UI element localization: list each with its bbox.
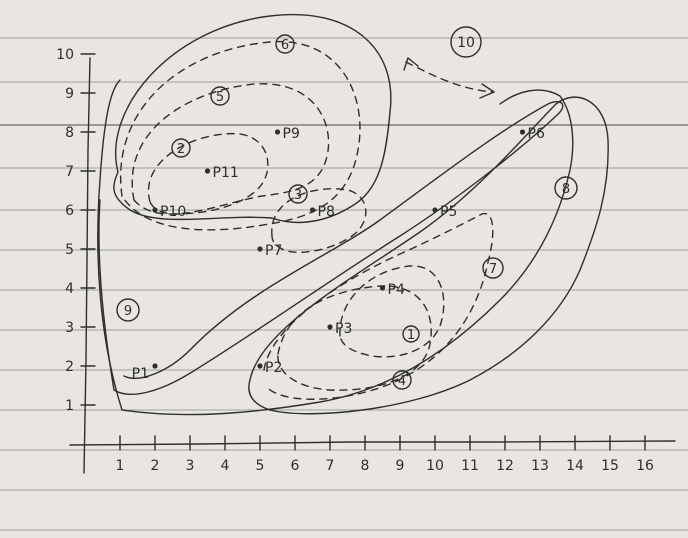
point-label: P8 (318, 204, 335, 220)
cluster-7-boundary (263, 212, 494, 400)
cluster-6-boundary (120, 40, 361, 231)
y-tick-label: 4 (65, 281, 74, 297)
x-tick-label: 16 (636, 458, 654, 474)
cluster-10-boundary (113, 13, 392, 224)
data-points: P1 P2 P3 P4 P5 P6 P7 P8 P9 P10 P11 (132, 126, 545, 382)
x-tick-label: 12 (496, 458, 514, 474)
merge-arrow-head (479, 83, 495, 99)
x-tick-label: 14 (566, 458, 584, 474)
svg-text:10: 10 (457, 35, 475, 51)
y-tick-label: 3 (65, 320, 74, 336)
x-ticks: 1 2 3 4 5 6 7 8 9 10 11 12 13 14 15 16 (116, 435, 654, 474)
x-tick-label: 6 (291, 458, 300, 474)
point-label: P3 (335, 321, 352, 337)
point-label: P4 (388, 282, 405, 298)
cluster-1-boundary (339, 265, 445, 358)
cluster-markers: 10 6 5 2 3 8 7 9 (116, 26, 578, 390)
point-marker (379, 285, 386, 291)
x-tick-label: 2 (151, 458, 160, 474)
cluster-marker-9: 9 (116, 298, 140, 322)
cluster-3-boundary (271, 188, 367, 253)
cluster-11-boundary (277, 285, 432, 391)
point-label: P7 (265, 243, 282, 259)
point-marker (257, 363, 263, 369)
cluster-marker-2: 2 (171, 138, 191, 158)
point-label: P10 (160, 204, 186, 220)
x-tick-label: 4 (221, 458, 230, 474)
x-tick-label: 15 (601, 458, 619, 474)
point-marker (309, 207, 316, 213)
svg-text:9: 9 (124, 304, 132, 319)
point-label: P6 (528, 126, 545, 142)
y-ticks: 1 2 3 4 5 6 7 8 9 10 (56, 47, 96, 414)
x-tick-label: 7 (326, 458, 335, 474)
cluster-marker-4: 4 (392, 370, 412, 390)
x-tick-label: 8 (361, 458, 370, 474)
cluster-marker-5: 5 (210, 86, 230, 106)
y-tick-label: 9 (65, 86, 74, 102)
y-tick-label: 10 (56, 47, 74, 63)
cluster-marker-3: 3 (288, 184, 308, 204)
x-tick-label: 3 (186, 458, 195, 474)
point-label: P2 (265, 360, 282, 376)
point-label: P5 (440, 204, 457, 220)
point-marker (204, 168, 211, 174)
point-marker (274, 129, 281, 135)
y-axis (83, 57, 91, 474)
cluster-marker-10: 10 (450, 26, 482, 58)
x-tick-label: 13 (531, 458, 549, 474)
cluster-marker-8: 8 (554, 176, 578, 200)
y-tick-label: 1 (65, 398, 74, 414)
cluster-5-boundary (131, 83, 330, 215)
cluster-4-boundary (97, 79, 574, 416)
cluster-2-boundary (147, 132, 269, 215)
point-marker (432, 207, 438, 213)
point-marker (152, 207, 158, 213)
x-tick-label: 10 (426, 458, 444, 474)
svg-text:2: 2 (177, 142, 185, 157)
svg-text:3: 3 (294, 188, 302, 203)
svg-text:8: 8 (562, 182, 570, 197)
point-label: P1 (132, 366, 149, 382)
cluster-8-boundary (248, 96, 609, 415)
merge-arrow (405, 61, 495, 93)
cluster-boundaries (97, 13, 609, 416)
svg-text:4: 4 (398, 374, 406, 389)
x-tick-label: 5 (256, 458, 265, 474)
x-tick-label: 9 (396, 458, 405, 474)
point-marker (152, 363, 158, 369)
cluster-marker-7: 7 (482, 257, 504, 279)
y-tick-label: 5 (65, 242, 74, 258)
y-tick-label: 8 (65, 125, 74, 141)
merge-arrow-start (403, 57, 419, 71)
y-tick-label: 6 (65, 203, 74, 219)
y-tick-label: 7 (65, 164, 74, 180)
cluster-marker-1: 1 (402, 325, 420, 343)
point-marker (519, 129, 526, 135)
svg-text:7: 7 (489, 262, 497, 277)
svg-text:1: 1 (407, 328, 415, 343)
svg-text:6: 6 (281, 38, 289, 53)
cluster-9-boundary (98, 100, 564, 396)
y-tick-label: 2 (65, 359, 74, 375)
point-label: P11 (213, 165, 239, 181)
x-tick-label: 1 (116, 458, 125, 474)
point-marker (257, 246, 263, 252)
x-tick-label: 11 (461, 458, 479, 474)
point-label: P9 (283, 126, 300, 142)
cluster-marker-6: 6 (275, 34, 295, 54)
point-marker (327, 324, 333, 330)
x-axis (69, 440, 676, 446)
svg-text:5: 5 (216, 90, 224, 105)
